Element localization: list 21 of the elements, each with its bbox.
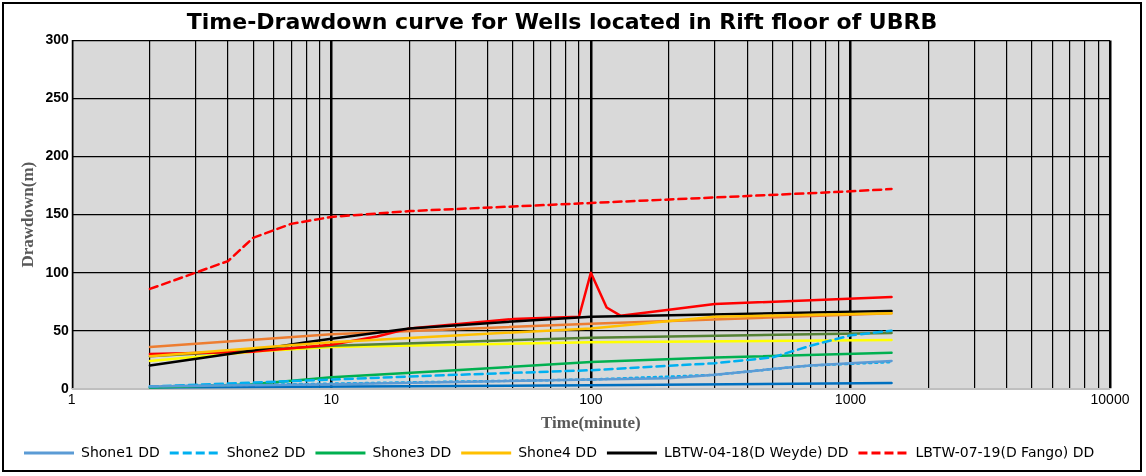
y-tick-label: 150 — [45, 205, 69, 222]
legend-label: Shone2 DD — [226, 443, 306, 460]
y-tick-label: 100 — [45, 263, 69, 280]
x-tick-label: 10000 — [1090, 391, 1130, 408]
legend-label: Shone3 DD — [372, 443, 452, 460]
legend-label: Shone4 DD — [518, 443, 597, 460]
x-tick-label: 1000 — [834, 391, 867, 408]
x-tick-label: 10 — [323, 391, 340, 408]
legend-label: LBTW-04-18(D Weyde) DD — [663, 443, 849, 460]
y-axis-title: Drawdown(m) — [17, 161, 37, 268]
y-tick-label: 200 — [45, 147, 69, 164]
y-tick-label: 50 — [53, 321, 69, 338]
chart-title: Time-Drawdown curve for Wells located in Rift floor of UBRB — [186, 8, 938, 34]
legend-label: Shone1 DD — [81, 443, 160, 460]
x-tick-label: 100 — [579, 391, 603, 408]
x-tick-label: 1 — [67, 391, 76, 408]
y-tick-label: 0 — [60, 379, 69, 396]
y-tick-label: 250 — [45, 89, 69, 106]
x-axis-title: Time(minute) — [540, 413, 641, 433]
legend-label: LBTW-07-19(D Fango) DD — [915, 443, 1095, 460]
y-tick-label: 300 — [45, 31, 69, 48]
